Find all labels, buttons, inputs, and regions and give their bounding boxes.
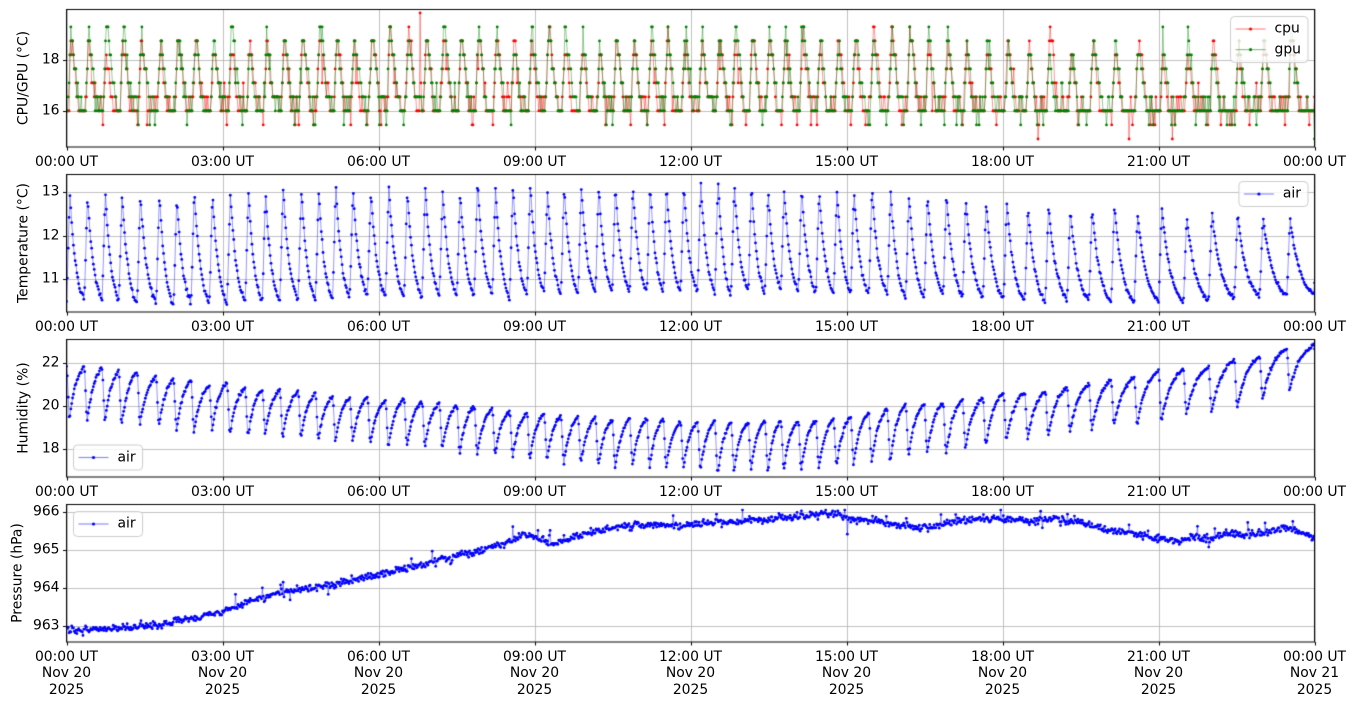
chart-canvas: [0, 0, 1355, 707]
figure: 16 18 00:00 UT 03:00 UT 06:00 UT 09:00 UT 12:0…: [0, 0, 1355, 707]
